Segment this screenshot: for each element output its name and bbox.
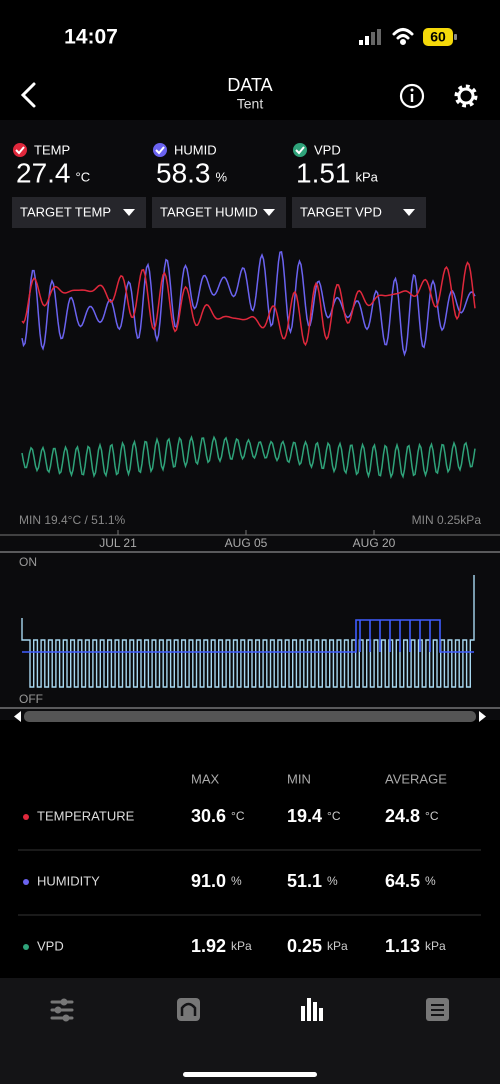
- column-header: AVERAGE: [385, 771, 447, 786]
- row-dot: [23, 944, 29, 950]
- dropdown-caret: [263, 209, 275, 216]
- dropdown-box: [12, 197, 146, 228]
- cell-value: 91.0: [191, 871, 226, 891]
- battery-cap: [454, 34, 457, 40]
- check-mark: [155, 146, 165, 155]
- unit: °C: [425, 809, 439, 823]
- check-mark: [295, 146, 305, 155]
- page-subtitle: Tent: [237, 96, 264, 112]
- dropdown-box: [152, 197, 286, 228]
- date-label: JUL 21: [99, 536, 137, 550]
- target-dropdown[interactable]: TARGET HUMID: [152, 197, 286, 228]
- dropdown-box: [292, 197, 426, 228]
- reading-value: 27.4: [16, 157, 71, 188]
- date-label: AUG 20: [353, 536, 396, 550]
- switch-trace: [21, 575, 475, 688]
- unit: %: [216, 169, 228, 184]
- off-label: OFF: [19, 692, 43, 706]
- scroll-left[interactable]: [14, 711, 21, 722]
- home-indicator: [183, 1072, 317, 1077]
- settings-button[interactable]: [454, 84, 478, 108]
- info-button[interactable]: [399, 83, 425, 109]
- row-dot: [23, 879, 29, 885]
- unit: °C: [327, 809, 341, 823]
- check-mark: [15, 146, 25, 155]
- wifi-icon: [392, 28, 414, 45]
- cell-value: 1.13: [385, 936, 420, 956]
- dropdown-label: TARGET HUMID: [160, 204, 258, 219]
- vpd-trace: [21, 435, 476, 480]
- row-name: HUMIDITY: [37, 873, 100, 888]
- row-name: VPD: [37, 938, 64, 953]
- cell-value: 1.92: [191, 936, 226, 956]
- back-button[interactable]: [20, 82, 36, 108]
- on-label: ON: [19, 555, 37, 569]
- battery: [423, 28, 453, 46]
- tab-device[interactable]: [177, 998, 200, 1021]
- scroll-right[interactable]: [479, 711, 486, 722]
- scrollbar[interactable]: [24, 711, 476, 722]
- unit: kPa: [231, 939, 252, 953]
- tab-log[interactable]: [426, 998, 449, 1021]
- reading-label: TEMP: [34, 142, 70, 157]
- min-label: MIN 0.25kPa: [412, 513, 482, 527]
- legend-check: [13, 143, 27, 157]
- cell-value: 0.25: [287, 936, 322, 956]
- cell-value: 19.4: [287, 806, 322, 826]
- legend-check: [293, 143, 307, 157]
- tab-data[interactable]: [301, 998, 323, 1021]
- switch-trace: [22, 619, 474, 653]
- temperature-trace: [21, 261, 476, 347]
- battery-level: 60: [430, 29, 446, 45]
- dropdown-label: TARGET VPD: [300, 204, 382, 219]
- min-label: MIN 19.4°C / 51.1%: [19, 513, 126, 527]
- reading-value: 1.51: [296, 157, 351, 188]
- dropdown-label: TARGET TEMP: [20, 204, 111, 219]
- column-header: MIN: [287, 771, 311, 786]
- unit: °C: [231, 809, 245, 823]
- target-dropdown[interactable]: TARGET VPD: [292, 197, 426, 228]
- cell-value: 64.5: [385, 871, 420, 891]
- date-label: AUG 05: [225, 536, 268, 550]
- target-dropdown[interactable]: TARGET TEMP: [12, 197, 146, 228]
- unit: %: [327, 874, 338, 888]
- unit: °C: [76, 169, 91, 184]
- row-dot: [23, 814, 29, 820]
- unit: kPa: [327, 939, 348, 953]
- unit: kPa: [425, 939, 446, 953]
- unit: kPa: [356, 169, 379, 184]
- cell-value: 30.6: [191, 806, 226, 826]
- reading-value: 58.3: [156, 157, 211, 188]
- column-header: MAX: [191, 771, 220, 786]
- unit: %: [425, 874, 436, 888]
- tab-controls[interactable]: [50, 998, 74, 1022]
- humidity-trace: [21, 251, 476, 357]
- cell-value: 24.8: [385, 806, 420, 826]
- reading-label: VPD: [314, 142, 341, 157]
- dropdown-caret: [123, 209, 135, 216]
- legend-check: [153, 143, 167, 157]
- clock: 14:07: [64, 26, 118, 49]
- dropdown-caret: [403, 209, 415, 216]
- signal-icon: [359, 29, 381, 45]
- cell-value: 51.1: [287, 871, 322, 891]
- tab-bar: [0, 978, 500, 1084]
- row-name: TEMPERATURE: [37, 808, 135, 823]
- unit: %: [231, 874, 242, 888]
- reading-label: HUMID: [174, 142, 217, 157]
- page-title: DATA: [227, 75, 272, 95]
